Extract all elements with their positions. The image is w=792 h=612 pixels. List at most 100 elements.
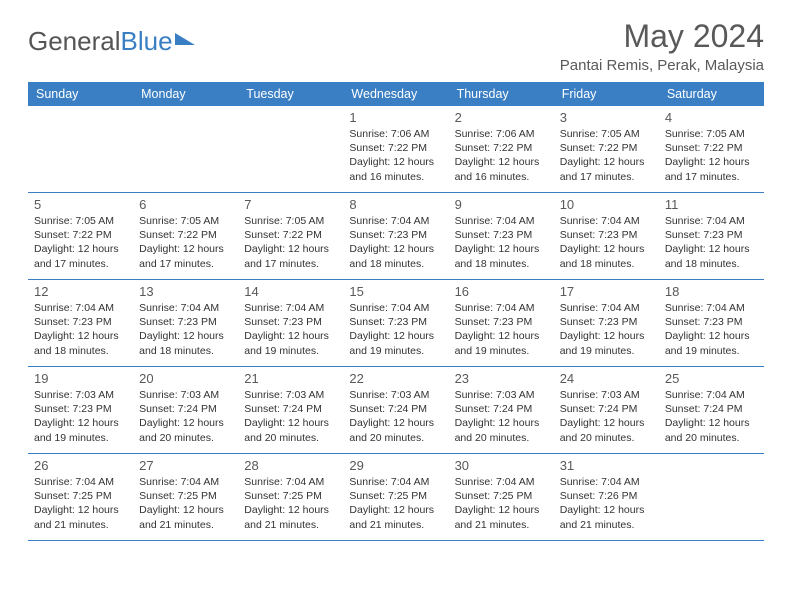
day-info: Sunrise: 7:06 AMSunset: 7:22 PMDaylight:… xyxy=(455,127,548,184)
day-number: 8 xyxy=(349,197,442,212)
title-block: May 2024 Pantai Remis, Perak, Malaysia xyxy=(560,18,764,74)
day-cell: 31 Sunrise: 7:04 AMSunset: 7:26 PMDayligh… xyxy=(554,454,659,540)
day-cell: 22 Sunrise: 7:03 AMSunset: 7:24 PMDayligh… xyxy=(343,367,448,453)
day-cell: 28 Sunrise: 7:04 AMSunset: 7:25 PMDayligh… xyxy=(238,454,343,540)
day-number: 3 xyxy=(560,110,653,125)
day-cell: 2 Sunrise: 7:06 AMSunset: 7:22 PMDaylight… xyxy=(449,106,554,192)
day-info: Sunrise: 7:04 AMSunset: 7:26 PMDaylight:… xyxy=(560,475,653,532)
day-info: Sunrise: 7:05 AMSunset: 7:22 PMDaylight:… xyxy=(34,214,127,271)
day-cell: 4 Sunrise: 7:05 AMSunset: 7:22 PMDaylight… xyxy=(659,106,764,192)
day-info: Sunrise: 7:04 AMSunset: 7:23 PMDaylight:… xyxy=(560,301,653,358)
weekday-header: Tuesday xyxy=(238,82,343,106)
day-info: Sunrise: 7:04 AMSunset: 7:23 PMDaylight:… xyxy=(244,301,337,358)
calendar-page: GeneralBlue May 2024 Pantai Remis, Perak… xyxy=(0,0,792,551)
day-cell: 11Sunrise: 7:04 AMSunset: 7:23 PMDayligh… xyxy=(659,193,764,279)
day-cell: 6 Sunrise: 7:05 AMSunset: 7:22 PMDaylight… xyxy=(133,193,238,279)
day-info: Sunrise: 7:04 AMSunset: 7:25 PMDaylight:… xyxy=(349,475,442,532)
day-number: 24 xyxy=(560,371,653,386)
day-info: Sunrise: 7:03 AMSunset: 7:24 PMDaylight:… xyxy=(244,388,337,445)
day-number: 23 xyxy=(455,371,548,386)
weekday-header: Wednesday xyxy=(343,82,448,106)
day-cell: 10 Sunrise: 7:04 AMSunset: 7:23 PMDayligh… xyxy=(554,193,659,279)
day-number: 19 xyxy=(34,371,127,386)
week-row: 19 Sunrise: 7:03 AMSunset: 7:23 PMDayligh… xyxy=(28,367,764,454)
logo: GeneralBlue xyxy=(28,26,195,57)
day-number: 17 xyxy=(560,284,653,299)
day-info: Sunrise: 7:03 AMSunset: 7:24 PMDaylight:… xyxy=(560,388,653,445)
day-info: Sunrise: 7:03 AMSunset: 7:24 PMDaylight:… xyxy=(349,388,442,445)
day-number: 30 xyxy=(455,458,548,473)
weeks-container: 1Sunrise: 7:06 AMSunset: 7:22 PMDaylight… xyxy=(28,106,764,541)
day-cell: 19 Sunrise: 7:03 AMSunset: 7:23 PMDayligh… xyxy=(28,367,133,453)
weekday-header-row: SundayMondayTuesdayWednesdayThursdayFrid… xyxy=(28,82,764,106)
day-info: Sunrise: 7:04 AMSunset: 7:23 PMDaylight:… xyxy=(349,214,442,271)
day-number: 16 xyxy=(455,284,548,299)
day-number: 5 xyxy=(34,197,127,212)
day-number: 11 xyxy=(665,197,758,212)
day-cell: 29 Sunrise: 7:04 AMSunset: 7:25 PMDayligh… xyxy=(343,454,448,540)
day-info: Sunrise: 7:04 AMSunset: 7:25 PMDaylight:… xyxy=(139,475,232,532)
day-cell: 3 Sunrise: 7:05 AMSunset: 7:22 PMDaylight… xyxy=(554,106,659,192)
week-row: 26 Sunrise: 7:04 AMSunset: 7:25 PMDayligh… xyxy=(28,454,764,541)
day-info: Sunrise: 7:05 AMSunset: 7:22 PMDaylight:… xyxy=(560,127,653,184)
week-row: 1Sunrise: 7:06 AMSunset: 7:22 PMDaylight… xyxy=(28,106,764,193)
day-number: 10 xyxy=(560,197,653,212)
day-number: 9 xyxy=(455,197,548,212)
day-number: 27 xyxy=(139,458,232,473)
day-cell: 8 Sunrise: 7:04 AMSunset: 7:23 PMDaylight… xyxy=(343,193,448,279)
month-title: May 2024 xyxy=(560,18,764,55)
day-info: Sunrise: 7:05 AMSunset: 7:22 PMDaylight:… xyxy=(139,214,232,271)
day-number: 20 xyxy=(139,371,232,386)
week-row: 12Sunrise: 7:04 AMSunset: 7:23 PMDayligh… xyxy=(28,280,764,367)
day-cell: 12Sunrise: 7:04 AMSunset: 7:23 PMDayligh… xyxy=(28,280,133,366)
day-info: Sunrise: 7:04 AMSunset: 7:23 PMDaylight:… xyxy=(139,301,232,358)
weekday-header: Sunday xyxy=(28,82,133,106)
day-info: Sunrise: 7:04 AMSunset: 7:25 PMDaylight:… xyxy=(244,475,337,532)
day-info: Sunrise: 7:03 AMSunset: 7:24 PMDaylight:… xyxy=(139,388,232,445)
day-number: 6 xyxy=(139,197,232,212)
day-info: Sunrise: 7:06 AMSunset: 7:22 PMDaylight:… xyxy=(349,127,442,184)
day-cell: 27 Sunrise: 7:04 AMSunset: 7:25 PMDayligh… xyxy=(133,454,238,540)
day-cell: 30 Sunrise: 7:04 AMSunset: 7:25 PMDayligh… xyxy=(449,454,554,540)
day-number: 31 xyxy=(560,458,653,473)
logo-text-part1: General xyxy=(28,26,121,57)
day-cell: 1Sunrise: 7:06 AMSunset: 7:22 PMDaylight… xyxy=(343,106,448,192)
day-number: 2 xyxy=(455,110,548,125)
day-info: Sunrise: 7:03 AMSunset: 7:24 PMDaylight:… xyxy=(455,388,548,445)
day-info: Sunrise: 7:04 AMSunset: 7:23 PMDaylight:… xyxy=(665,301,758,358)
day-cell xyxy=(659,454,764,540)
day-cell: 5 Sunrise: 7:05 AMSunset: 7:22 PMDaylight… xyxy=(28,193,133,279)
day-number: 25 xyxy=(665,371,758,386)
calendar: SundayMondayTuesdayWednesdayThursdayFrid… xyxy=(28,82,764,541)
day-info: Sunrise: 7:04 AMSunset: 7:23 PMDaylight:… xyxy=(560,214,653,271)
day-number: 28 xyxy=(244,458,337,473)
day-cell: 18Sunrise: 7:04 AMSunset: 7:23 PMDayligh… xyxy=(659,280,764,366)
day-info: Sunrise: 7:05 AMSunset: 7:22 PMDaylight:… xyxy=(244,214,337,271)
day-cell: 23 Sunrise: 7:03 AMSunset: 7:24 PMDayligh… xyxy=(449,367,554,453)
day-cell: 9Sunrise: 7:04 AMSunset: 7:23 PMDaylight… xyxy=(449,193,554,279)
day-number: 13 xyxy=(139,284,232,299)
day-info: Sunrise: 7:04 AMSunset: 7:24 PMDaylight:… xyxy=(665,388,758,445)
day-cell: 24 Sunrise: 7:03 AMSunset: 7:24 PMDayligh… xyxy=(554,367,659,453)
day-cell: 13 Sunrise: 7:04 AMSunset: 7:23 PMDayligh… xyxy=(133,280,238,366)
day-cell: 16Sunrise: 7:04 AMSunset: 7:23 PMDayligh… xyxy=(449,280,554,366)
day-number: 22 xyxy=(349,371,442,386)
location-label: Pantai Remis, Perak, Malaysia xyxy=(560,57,764,74)
day-info: Sunrise: 7:05 AMSunset: 7:22 PMDaylight:… xyxy=(665,127,758,184)
day-number: 4 xyxy=(665,110,758,125)
day-cell: 26Sunrise: 7:04 AMSunset: 7:25 PMDayligh… xyxy=(28,454,133,540)
day-cell: 7Sunrise: 7:05 AMSunset: 7:22 PMDaylight… xyxy=(238,193,343,279)
header-row: GeneralBlue May 2024 Pantai Remis, Perak… xyxy=(28,18,764,74)
day-info: Sunrise: 7:04 AMSunset: 7:23 PMDaylight:… xyxy=(34,301,127,358)
day-info: Sunrise: 7:04 AMSunset: 7:25 PMDaylight:… xyxy=(455,475,548,532)
day-cell: 17 Sunrise: 7:04 AMSunset: 7:23 PMDayligh… xyxy=(554,280,659,366)
day-number: 26 xyxy=(34,458,127,473)
day-cell xyxy=(28,106,133,192)
day-number: 29 xyxy=(349,458,442,473)
day-number: 14 xyxy=(244,284,337,299)
weekday-header: Thursday xyxy=(449,82,554,106)
weekday-header: Friday xyxy=(554,82,659,106)
logo-text-part2: Blue xyxy=(121,26,173,57)
day-cell: 14 Sunrise: 7:04 AMSunset: 7:23 PMDayligh… xyxy=(238,280,343,366)
day-info: Sunrise: 7:03 AMSunset: 7:23 PMDaylight:… xyxy=(34,388,127,445)
